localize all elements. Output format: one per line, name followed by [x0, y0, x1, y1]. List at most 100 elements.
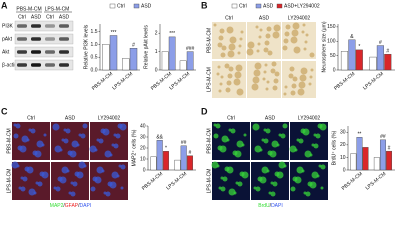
cell	[269, 150, 277, 158]
column-header: ASD	[259, 15, 270, 21]
cell	[310, 68, 314, 72]
cell	[259, 148, 263, 152]
cell	[290, 90, 296, 96]
cell	[257, 42, 261, 46]
cell	[309, 153, 313, 157]
cell	[264, 63, 268, 67]
cell	[291, 29, 299, 37]
cell	[33, 191, 37, 195]
bar	[350, 153, 357, 171]
cell	[276, 171, 284, 179]
bar	[376, 45, 384, 71]
cell	[282, 45, 288, 51]
legend-swatch	[231, 3, 238, 9]
bar	[348, 39, 356, 71]
cell	[272, 31, 280, 39]
stain-part: /	[63, 203, 65, 209]
significance: ##	[181, 140, 187, 146]
column-header: Ctrl	[225, 15, 233, 21]
cell	[309, 181, 317, 189]
bar	[179, 60, 187, 71]
bar	[340, 51, 349, 71]
column-header: Ctrl	[227, 115, 235, 121]
blot-band	[59, 37, 69, 41]
cell	[284, 31, 290, 37]
cell	[235, 64, 243, 72]
bar	[161, 51, 169, 71]
blot-band	[59, 63, 69, 67]
cell	[227, 50, 235, 58]
cell	[69, 150, 77, 158]
row-label: PBS-M-CM	[206, 28, 212, 53]
cell	[70, 191, 76, 197]
blot-row-label: PI3K	[2, 23, 14, 29]
x-tick-label: PBS-M-CM	[341, 171, 364, 192]
y-tick-label: 0	[155, 67, 158, 73]
bar	[162, 151, 169, 171]
row-label: PBS-M-CM	[206, 128, 212, 153]
cell	[228, 66, 234, 72]
stain-part: MAP2	[50, 203, 64, 209]
legend-label: Ctrl	[239, 3, 247, 9]
cell	[225, 87, 231, 93]
cell	[221, 45, 227, 51]
legend-swatch	[109, 3, 116, 9]
cell	[284, 85, 288, 89]
cell	[216, 164, 220, 168]
blot-strip	[14, 46, 74, 58]
bar	[384, 53, 392, 71]
cell	[270, 191, 276, 197]
row-label: LPS-M-CM	[206, 169, 212, 194]
cell	[30, 128, 36, 134]
cell	[293, 46, 301, 54]
cell	[20, 186, 26, 192]
cell	[283, 92, 287, 96]
bar	[109, 35, 118, 71]
bar	[180, 145, 187, 171]
cell	[213, 23, 217, 27]
blot-band	[45, 50, 55, 54]
significance: *	[358, 44, 360, 50]
cell	[76, 143, 80, 147]
cell	[298, 138, 304, 144]
cell	[63, 138, 69, 144]
significance: ***	[111, 30, 117, 36]
stain-part: /	[78, 203, 80, 209]
blot-band	[45, 37, 55, 41]
legend-label: ASD	[141, 3, 152, 9]
y-tick-label: 40	[140, 123, 146, 129]
cell	[241, 171, 249, 179]
bar	[186, 155, 193, 171]
blot-band	[17, 50, 27, 54]
cell	[220, 186, 226, 192]
cell	[220, 52, 226, 58]
significance: &	[350, 34, 354, 40]
bar	[129, 48, 138, 71]
blot-band	[17, 37, 27, 41]
column-header: LY294002	[98, 115, 121, 121]
stain-part: /	[270, 203, 272, 209]
cell	[263, 70, 267, 74]
cell	[243, 133, 247, 137]
cell	[59, 148, 63, 152]
cell	[283, 164, 287, 168]
row-label: LPS-M-CM	[206, 67, 212, 92]
cell	[76, 171, 84, 179]
cell	[41, 143, 45, 147]
cell	[300, 67, 308, 75]
bar	[369, 56, 377, 71]
stain-label: MAP2/GFAP/DAPI	[50, 203, 91, 209]
bar	[168, 36, 176, 71]
y-tick-label: 20	[140, 145, 146, 151]
cell	[55, 186, 61, 192]
cell	[291, 83, 297, 89]
significance: #	[189, 150, 192, 156]
y-axis-label: MAP2⁺ cells (%)	[131, 129, 137, 166]
cell	[303, 47, 307, 51]
y-tick-label: 2	[155, 31, 158, 37]
y-tick-label: 0	[343, 167, 346, 173]
bar	[121, 58, 130, 71]
cell	[215, 123, 221, 129]
column-header: ASD	[265, 115, 276, 121]
cell	[226, 80, 232, 86]
